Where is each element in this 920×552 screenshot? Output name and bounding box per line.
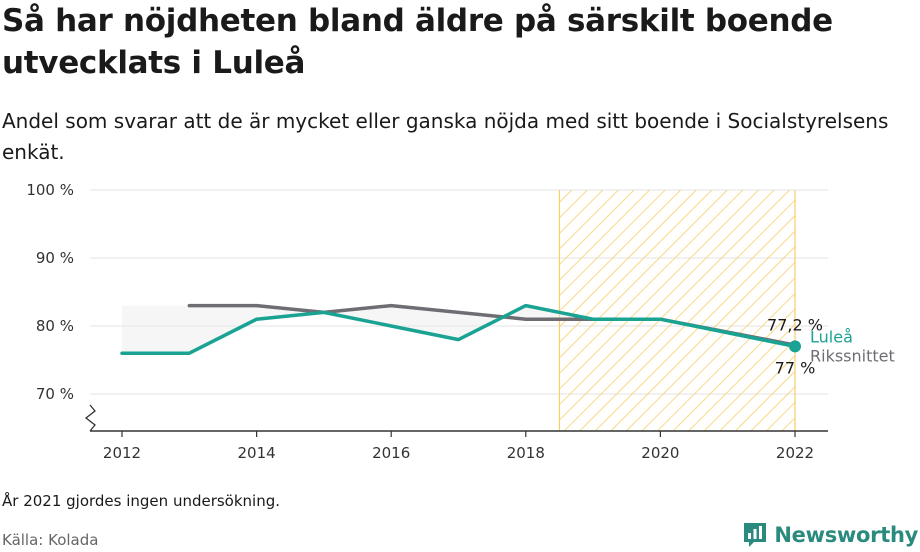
series-layer — [120, 303, 801, 355]
data-point-rikssnittet-2017 — [457, 311, 460, 314]
newsworthy-logo-text: Newsworthy — [774, 523, 918, 547]
source-text: Källa: Kolada — [2, 531, 99, 549]
x-tick-label-2018: 2018 — [507, 444, 545, 462]
series-gap-fill — [122, 305, 594, 354]
x-tick-label-2016: 2016 — [372, 444, 410, 462]
y-tick-label-70: 70 % — [36, 385, 74, 403]
series-line-lulea — [120, 303, 797, 355]
chart-subtitle: Andel som svarar att de är mycket eller … — [2, 109, 889, 164]
y-tick-label-100: 100 % — [26, 181, 74, 199]
y-tick-label-90: 90 % — [36, 249, 74, 267]
series-name-label-lulea: Luleå — [810, 327, 853, 346]
series-name-label-rikssnittet: Rikssnittet — [810, 346, 895, 365]
axis-layer: 70 % 80 % 90 % 100 % 2012 2014 2016 2018 2020 202… — [26, 181, 828, 462]
newsworthy-logo: Newsworthy — [742, 520, 918, 550]
highlight-layer — [558, 190, 796, 431]
data-point-lulea-2020 — [659, 318, 662, 321]
highlight-hatch — [559, 190, 795, 431]
data-point-lulea-2016 — [390, 324, 393, 327]
chart-title: Så har nöjdheten bland äldre på särskilt… — [2, 3, 833, 81]
x-tick-label-2014: 2014 — [238, 444, 276, 462]
x-tick-label-2012: 2012 — [103, 444, 141, 462]
end-value-label-lulea: 77 % — [775, 358, 816, 377]
end-value-label-rikssnittet: 77,2 % — [767, 315, 823, 334]
x-tick-label-2020: 2020 — [641, 444, 679, 462]
y-axis-break-icon — [84, 404, 96, 432]
data-point-rikssnittet-2013 — [188, 304, 191, 307]
data-point-lulea-2012 — [120, 352, 123, 355]
data-point-lulea-2015 — [322, 311, 325, 314]
y-tick-label-80: 80 % — [36, 317, 74, 335]
data-point-lulea-2017 — [457, 338, 460, 341]
fill-layer — [122, 305, 594, 354]
data-point-lulea-2013 — [188, 352, 191, 355]
data-point-lulea-2019 — [592, 318, 595, 321]
data-point-rikssnittet-2016 — [390, 304, 393, 307]
data-point-rikssnittet-2014 — [255, 304, 258, 307]
end-marker-lulea — [789, 340, 801, 353]
line-chart: 70 % 80 % 90 % 100 % 2012 2014 2016 2018 2020 202… — [26, 181, 895, 462]
data-point-lulea-2018 — [524, 304, 527, 307]
footnote: År 2021 gjordes ingen undersökning. — [2, 492, 281, 510]
data-point-lulea-2014 — [255, 318, 258, 321]
newsworthy-logo-icon — [744, 523, 767, 547]
x-tick-label-2022: 2022 — [776, 444, 814, 462]
data-point-rikssnittet-2018 — [524, 318, 527, 321]
